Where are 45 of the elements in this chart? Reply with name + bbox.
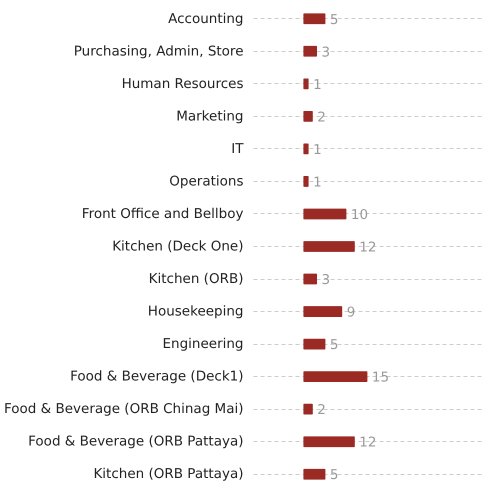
bar xyxy=(303,404,313,415)
data-label: 10 xyxy=(350,206,368,223)
y-tick-label: Front Office and Bellboy xyxy=(82,206,244,222)
data-label: 1 xyxy=(313,76,322,93)
data-label: 2 xyxy=(317,109,326,126)
bar xyxy=(303,46,317,57)
bar xyxy=(303,144,309,154)
bar xyxy=(303,436,355,448)
bar xyxy=(303,176,309,187)
bar xyxy=(303,274,317,284)
y-tick-label: Kitchen (Deck One) xyxy=(112,238,244,254)
y-tick-label: Engineering xyxy=(162,336,244,352)
y-tick-label: Kitchen (ORB Pattaya) xyxy=(93,466,244,482)
bar xyxy=(303,78,309,90)
data-label: 15 xyxy=(372,370,390,386)
data-label: 5 xyxy=(330,12,338,28)
data-label: 12 xyxy=(359,434,376,451)
data-label: 9 xyxy=(346,304,356,321)
data-label: 2 xyxy=(317,402,326,418)
data-label: 1 xyxy=(313,174,322,190)
y-tick-label: Food & Beverage (Deck1) xyxy=(70,368,244,385)
y-tick-label: Human Resources xyxy=(122,76,244,92)
y-tick-label: Marketing xyxy=(176,108,244,124)
y-tick-label: Kitchen (ORB) xyxy=(148,271,244,288)
data-label: 3 xyxy=(322,44,330,60)
data-label: 5 xyxy=(330,467,338,484)
bar xyxy=(303,241,355,252)
data-label: 1 xyxy=(313,142,322,158)
y-tick-label: Accounting xyxy=(168,10,244,27)
y-tick-label: Housekeeping xyxy=(148,304,244,320)
y-tick-label: Purchasing, Admin, Store xyxy=(74,43,244,60)
bar xyxy=(303,110,313,122)
bar xyxy=(303,468,326,480)
y-tick-label: Operations xyxy=(169,173,244,190)
y-tick-label: Food & Beverage (ORB Chinag Mai) xyxy=(4,401,244,418)
bar xyxy=(303,13,326,24)
bar xyxy=(303,208,346,220)
bar xyxy=(303,306,342,317)
data-label: 5 xyxy=(330,337,338,354)
data-label: 12 xyxy=(359,240,376,256)
y-tick-label: IT xyxy=(231,140,244,157)
bar xyxy=(303,338,326,350)
bar xyxy=(303,371,368,382)
y-tick-label: Food & Beverage (ORB Pattaya) xyxy=(28,434,244,450)
data-label: 3 xyxy=(322,272,330,288)
